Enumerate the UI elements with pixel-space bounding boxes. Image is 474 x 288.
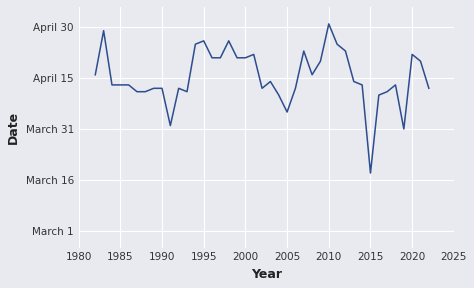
Y-axis label: Date: Date	[7, 111, 20, 144]
X-axis label: Year: Year	[251, 268, 282, 281]
